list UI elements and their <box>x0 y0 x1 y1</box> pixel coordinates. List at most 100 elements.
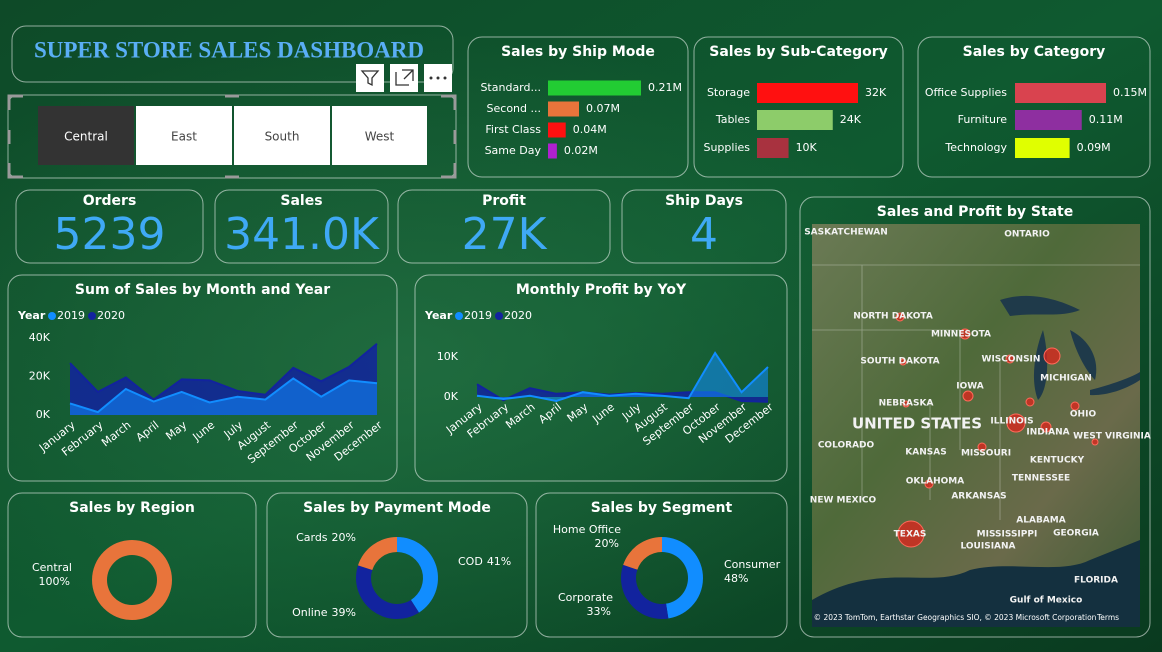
bar <box>548 80 641 96</box>
data-label-value: 33% <box>587 605 611 618</box>
map-label: SOUTH DAKOTA <box>860 357 939 367</box>
more-dot <box>436 76 440 80</box>
map-label: ARKANSAS <box>951 492 1006 502</box>
donut-slice <box>623 537 662 570</box>
slicer-label: South <box>265 130 300 144</box>
category-label: First Class <box>485 123 541 136</box>
bar <box>548 122 566 138</box>
panel <box>15 189 204 264</box>
legend-label: 2020 <box>97 309 125 322</box>
chart-title: Sales by Payment Mode <box>303 500 491 516</box>
chart-title: Sum of Sales by Month and Year <box>75 282 330 298</box>
map-terms[interactable]: Terms <box>1096 613 1119 622</box>
value-label: 0.04M <box>573 123 607 136</box>
legend-label: 2019 <box>57 309 85 322</box>
filter-button[interactable] <box>356 64 384 92</box>
slicer-label: Central <box>64 130 108 144</box>
map-label: INDIANA <box>1026 428 1069 438</box>
chart-title: Sales by Region <box>69 500 195 516</box>
category-label: Office Supplies <box>925 86 1007 99</box>
panel <box>693 36 904 178</box>
map-label: Gulf of Mexico <box>1010 596 1083 606</box>
legend-marker <box>48 312 56 320</box>
map-land <box>812 224 1140 627</box>
map-label: ONTARIO <box>1004 230 1050 240</box>
category-label: Standard... <box>480 81 541 94</box>
chart-title: Sales by Category <box>963 44 1106 60</box>
map-label: ALABAMA <box>1016 516 1065 526</box>
area-fill <box>477 353 768 401</box>
legend-title: Year <box>424 309 453 322</box>
y-tick-label: 10K <box>437 350 459 363</box>
map-label: OKLAHOMA <box>906 477 964 487</box>
map-label: MISSISSIPPI <box>977 530 1038 540</box>
donut-slice <box>92 540 172 620</box>
slicer-button[interactable] <box>332 106 427 165</box>
value-label: 0.09M <box>1077 141 1111 154</box>
value-label: 32K <box>865 86 887 99</box>
map-label: WEST VIRGINIA <box>1073 432 1151 442</box>
map <box>812 224 1140 627</box>
bar <box>757 138 789 158</box>
map-label: MISSOURI <box>961 449 1011 459</box>
panel <box>467 36 689 178</box>
category-label: Storage <box>707 86 750 99</box>
bar <box>548 101 579 117</box>
data-label-value: 100% <box>39 575 70 588</box>
panel <box>414 274 788 482</box>
lake <box>1090 372 1140 396</box>
map-label: IOWA <box>956 382 984 392</box>
card-value: 27K <box>462 209 548 260</box>
map-label: NEW MEXICO <box>810 496 877 506</box>
category-label: Furniture <box>958 113 1008 126</box>
value-label: 0.11M <box>1089 113 1123 126</box>
map-label: SASKATCHEWAN <box>804 228 888 238</box>
value-label: 10K <box>796 141 818 154</box>
data-label: COD 41% <box>458 555 511 568</box>
panel <box>397 189 611 264</box>
map-label: NORTH DAKOTA <box>853 312 933 322</box>
lake <box>1070 330 1097 380</box>
data-label-category: Consumer <box>724 558 781 571</box>
map-label: NEBRASKA <box>879 399 934 409</box>
dashboard-title: SUPER STORE SALES DASHBOARD <box>34 37 424 62</box>
data-label: Online 39% <box>292 606 356 619</box>
slicer-button[interactable] <box>38 106 134 165</box>
data-label-value: 20% <box>595 537 619 550</box>
legend-title: Year <box>17 309 46 322</box>
map-label: GEORGIA <box>1053 529 1099 539</box>
map-label: OHIO <box>1070 410 1097 420</box>
y-tick-label: 0K <box>36 408 51 421</box>
chart-title: Sales by Segment <box>591 500 733 516</box>
slicer-button[interactable] <box>136 106 232 165</box>
donut-slice <box>358 537 397 570</box>
category-label: Same Day <box>485 144 542 157</box>
value-label: 0.21M <box>648 81 682 94</box>
legend-marker <box>455 312 463 320</box>
lake <box>1000 295 1080 316</box>
data-label-value: 20% <box>332 531 356 544</box>
card-label: Sales <box>280 193 322 209</box>
chart-title: Monthly Profit by YoY <box>516 282 687 298</box>
data-label-category: Home Office <box>553 523 621 536</box>
panel <box>621 189 787 264</box>
bar <box>1015 138 1070 158</box>
bar <box>1015 83 1106 103</box>
line <box>69 343 378 401</box>
category-label: Tables <box>715 113 750 126</box>
category-label: Supplies <box>703 141 750 154</box>
donut-slice <box>662 537 703 619</box>
focus-button[interactable] <box>390 64 418 92</box>
data-label-category: Online <box>292 606 328 619</box>
map-water <box>812 540 1140 627</box>
slicer-button[interactable] <box>234 106 330 165</box>
card-label: Ship Days <box>665 193 743 209</box>
bar <box>548 143 557 159</box>
selection-handles <box>7 94 457 179</box>
value-label: 0.02M <box>564 144 598 157</box>
map-label: MICHIGAN <box>1040 374 1092 384</box>
value-label: 0.07M <box>586 102 620 115</box>
map-label: TENNESSEE <box>1012 474 1070 484</box>
card-value: 4 <box>690 209 718 260</box>
